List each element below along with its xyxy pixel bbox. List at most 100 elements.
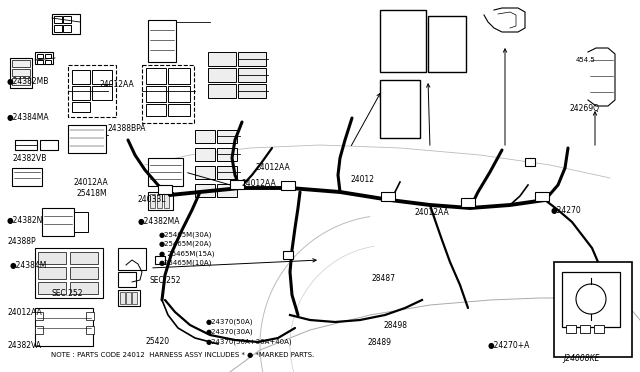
- Bar: [394, 82, 405, 94]
- Bar: [380, 10, 426, 72]
- Bar: [195, 130, 215, 143]
- Bar: [195, 184, 215, 197]
- Bar: [238, 84, 266, 98]
- Circle shape: [576, 284, 606, 314]
- Bar: [40, 140, 58, 150]
- Text: J24008KE: J24008KE: [563, 355, 600, 363]
- Bar: [92, 86, 112, 100]
- Bar: [566, 325, 576, 333]
- Bar: [562, 272, 620, 327]
- Text: SEC.252: SEC.252: [51, 289, 83, 298]
- Bar: [454, 31, 465, 43]
- Bar: [148, 20, 176, 62]
- Bar: [35, 52, 53, 64]
- Bar: [430, 57, 441, 69]
- Bar: [208, 84, 236, 98]
- Bar: [404, 12, 414, 23]
- Bar: [38, 267, 66, 279]
- Bar: [12, 69, 30, 76]
- Bar: [442, 57, 453, 69]
- Bar: [74, 212, 88, 232]
- Text: ●24370(50A+30A+40A): ●24370(50A+30A+40A): [206, 339, 292, 346]
- Text: SEC.252: SEC.252: [149, 276, 180, 285]
- Bar: [132, 292, 137, 304]
- Bar: [406, 82, 417, 94]
- Bar: [404, 48, 414, 59]
- Bar: [118, 272, 136, 287]
- Bar: [118, 248, 146, 270]
- Bar: [72, 86, 90, 100]
- Bar: [68, 125, 106, 153]
- Text: 24033L: 24033L: [138, 195, 166, 203]
- Bar: [45, 60, 51, 64]
- Bar: [535, 192, 549, 201]
- Bar: [382, 60, 392, 71]
- Text: ●24370(50A): ●24370(50A): [206, 319, 253, 326]
- Bar: [70, 282, 98, 294]
- Bar: [238, 52, 266, 66]
- Bar: [238, 68, 266, 82]
- Bar: [35, 248, 103, 298]
- Bar: [428, 16, 466, 72]
- Bar: [146, 68, 166, 84]
- Bar: [208, 52, 236, 66]
- Bar: [415, 48, 425, 59]
- Bar: [158, 185, 172, 194]
- Text: 25418M: 25418M: [77, 189, 108, 198]
- Bar: [126, 292, 131, 304]
- Bar: [404, 60, 414, 71]
- Bar: [38, 252, 66, 264]
- Bar: [52, 14, 80, 34]
- Bar: [10, 58, 32, 88]
- Bar: [430, 18, 441, 30]
- Text: ●25465M(10A): ●25465M(10A): [159, 259, 212, 266]
- Bar: [394, 121, 405, 133]
- Bar: [37, 60, 43, 64]
- Text: 24012AA: 24012AA: [8, 308, 42, 317]
- Bar: [150, 194, 155, 208]
- Bar: [45, 54, 51, 58]
- Bar: [195, 166, 215, 179]
- Bar: [406, 108, 417, 120]
- Bar: [406, 95, 417, 107]
- Bar: [217, 148, 237, 161]
- Bar: [382, 48, 392, 59]
- Bar: [580, 325, 590, 333]
- Text: ●24270: ●24270: [550, 206, 581, 215]
- Bar: [118, 290, 140, 306]
- Bar: [454, 18, 465, 30]
- Text: ●24384M: ●24384M: [10, 262, 47, 270]
- Text: ●24270+A: ●24270+A: [488, 341, 530, 350]
- Bar: [38, 282, 66, 294]
- Bar: [92, 70, 112, 84]
- Bar: [195, 148, 215, 161]
- Bar: [208, 68, 236, 82]
- Bar: [461, 198, 475, 207]
- Bar: [63, 25, 71, 32]
- Bar: [442, 44, 453, 56]
- Bar: [146, 104, 166, 116]
- Text: ●24382MA: ●24382MA: [138, 217, 180, 226]
- Bar: [283, 251, 293, 259]
- Bar: [393, 24, 403, 35]
- Bar: [54, 16, 62, 23]
- Bar: [70, 267, 98, 279]
- Bar: [382, 82, 393, 94]
- Bar: [394, 108, 405, 120]
- Text: 24012AA: 24012AA: [74, 178, 108, 187]
- Bar: [86, 326, 94, 334]
- Bar: [382, 95, 393, 107]
- Bar: [404, 24, 414, 35]
- Bar: [382, 12, 392, 23]
- Bar: [35, 308, 93, 346]
- Text: 24388BPA: 24388BPA: [108, 124, 146, 133]
- Bar: [442, 18, 453, 30]
- Bar: [35, 312, 43, 320]
- Bar: [554, 262, 632, 357]
- Bar: [168, 68, 190, 84]
- Bar: [168, 86, 190, 102]
- Bar: [12, 168, 42, 186]
- Bar: [157, 194, 162, 208]
- Bar: [148, 192, 173, 210]
- Bar: [72, 102, 90, 112]
